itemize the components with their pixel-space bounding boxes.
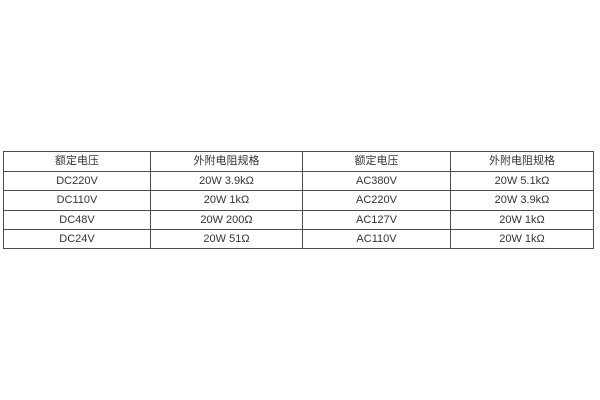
table-cell-resistor: 20W 3.9kΩ: [150, 171, 303, 191]
header-cell-resistor-spec-ac: 外附电阻规格: [450, 151, 594, 172]
table-cell-voltage: AC220V: [302, 190, 451, 211]
table-row: DC48V 20W 200Ω AC127V 20W 1kΩ: [3, 210, 594, 230]
table-cell-voltage: DC48V: [3, 210, 151, 230]
header-row: 额定电压 外附电阻规格 额定电压 外附电阻规格: [3, 151, 594, 172]
table-cell-resistor: 20W 1kΩ: [450, 210, 594, 230]
table-row: DC110V 20W 1kΩ AC220V 20W 3.9kΩ: [3, 190, 594, 211]
header-cell-resistor-spec-dc: 外附电阻规格: [150, 151, 303, 172]
table-cell-resistor: 20W 1kΩ: [450, 229, 594, 249]
table-cell-voltage: AC380V: [302, 171, 451, 191]
table-cell-resistor: 20W 1kΩ: [150, 190, 303, 211]
table-cell-resistor: 20W 51Ω: [150, 229, 303, 249]
table-row: DC24V 20W 51Ω AC110V 20W 1kΩ: [3, 229, 594, 249]
table-cell-voltage: DC110V: [3, 190, 151, 211]
table-cell-resistor: 20W 3.9kΩ: [450, 190, 594, 211]
header-cell-rated-voltage-dc: 额定电压: [3, 151, 151, 172]
table-cell-voltage: DC24V: [3, 229, 151, 249]
table-cell-voltage: AC127V: [302, 210, 451, 230]
table-row: DC220V 20W 3.9kΩ AC380V 20W 5.1kΩ: [3, 171, 594, 191]
table-cell-resistor: 20W 200Ω: [150, 210, 303, 230]
resistor-spec-table: 额定电压 外附电阻规格 额定电压 外附电阻规格 DC220V 20W 3.9kΩ…: [3, 151, 594, 249]
header-cell-rated-voltage-ac: 额定电压: [302, 151, 451, 172]
table-cell-voltage: DC220V: [3, 171, 151, 191]
table-cell-voltage: AC110V: [302, 229, 451, 249]
table-cell-resistor: 20W 5.1kΩ: [450, 171, 594, 191]
